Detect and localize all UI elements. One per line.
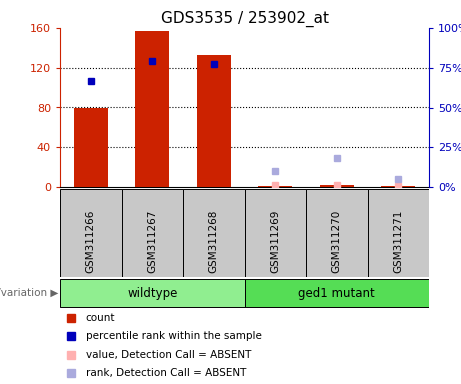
Text: rank, Detection Call = ABSENT: rank, Detection Call = ABSENT	[86, 368, 246, 378]
Text: GSM311267: GSM311267	[147, 209, 157, 273]
Bar	[136, 31, 169, 187]
Text: GSM311266: GSM311266	[86, 209, 96, 273]
Text: GSM311270: GSM311270	[332, 209, 342, 273]
Bar	[320, 185, 354, 187]
Bar	[183, 189, 244, 277]
Text: count: count	[86, 313, 115, 323]
Bar	[122, 189, 183, 277]
Bar	[60, 189, 122, 277]
Bar	[306, 189, 367, 277]
Text: genotype/variation ▶: genotype/variation ▶	[0, 288, 58, 298]
Bar	[244, 279, 429, 308]
Bar	[244, 189, 306, 277]
Text: value, Detection Call = ABSENT: value, Detection Call = ABSENT	[86, 349, 251, 360]
Bar	[197, 55, 230, 187]
Text: ged1 mutant: ged1 mutant	[298, 286, 375, 300]
Text: GSM311269: GSM311269	[270, 209, 280, 273]
Text: percentile rank within the sample: percentile rank within the sample	[86, 331, 262, 341]
Bar	[258, 186, 292, 187]
Text: GSM311268: GSM311268	[209, 209, 219, 273]
Bar	[381, 186, 415, 187]
Bar	[367, 189, 429, 277]
Bar	[74, 109, 108, 187]
Text: wildtype: wildtype	[127, 286, 177, 300]
Text: GSM311271: GSM311271	[393, 209, 403, 273]
Bar	[60, 279, 244, 308]
Title: GDS3535 / 253902_at: GDS3535 / 253902_at	[160, 10, 329, 26]
